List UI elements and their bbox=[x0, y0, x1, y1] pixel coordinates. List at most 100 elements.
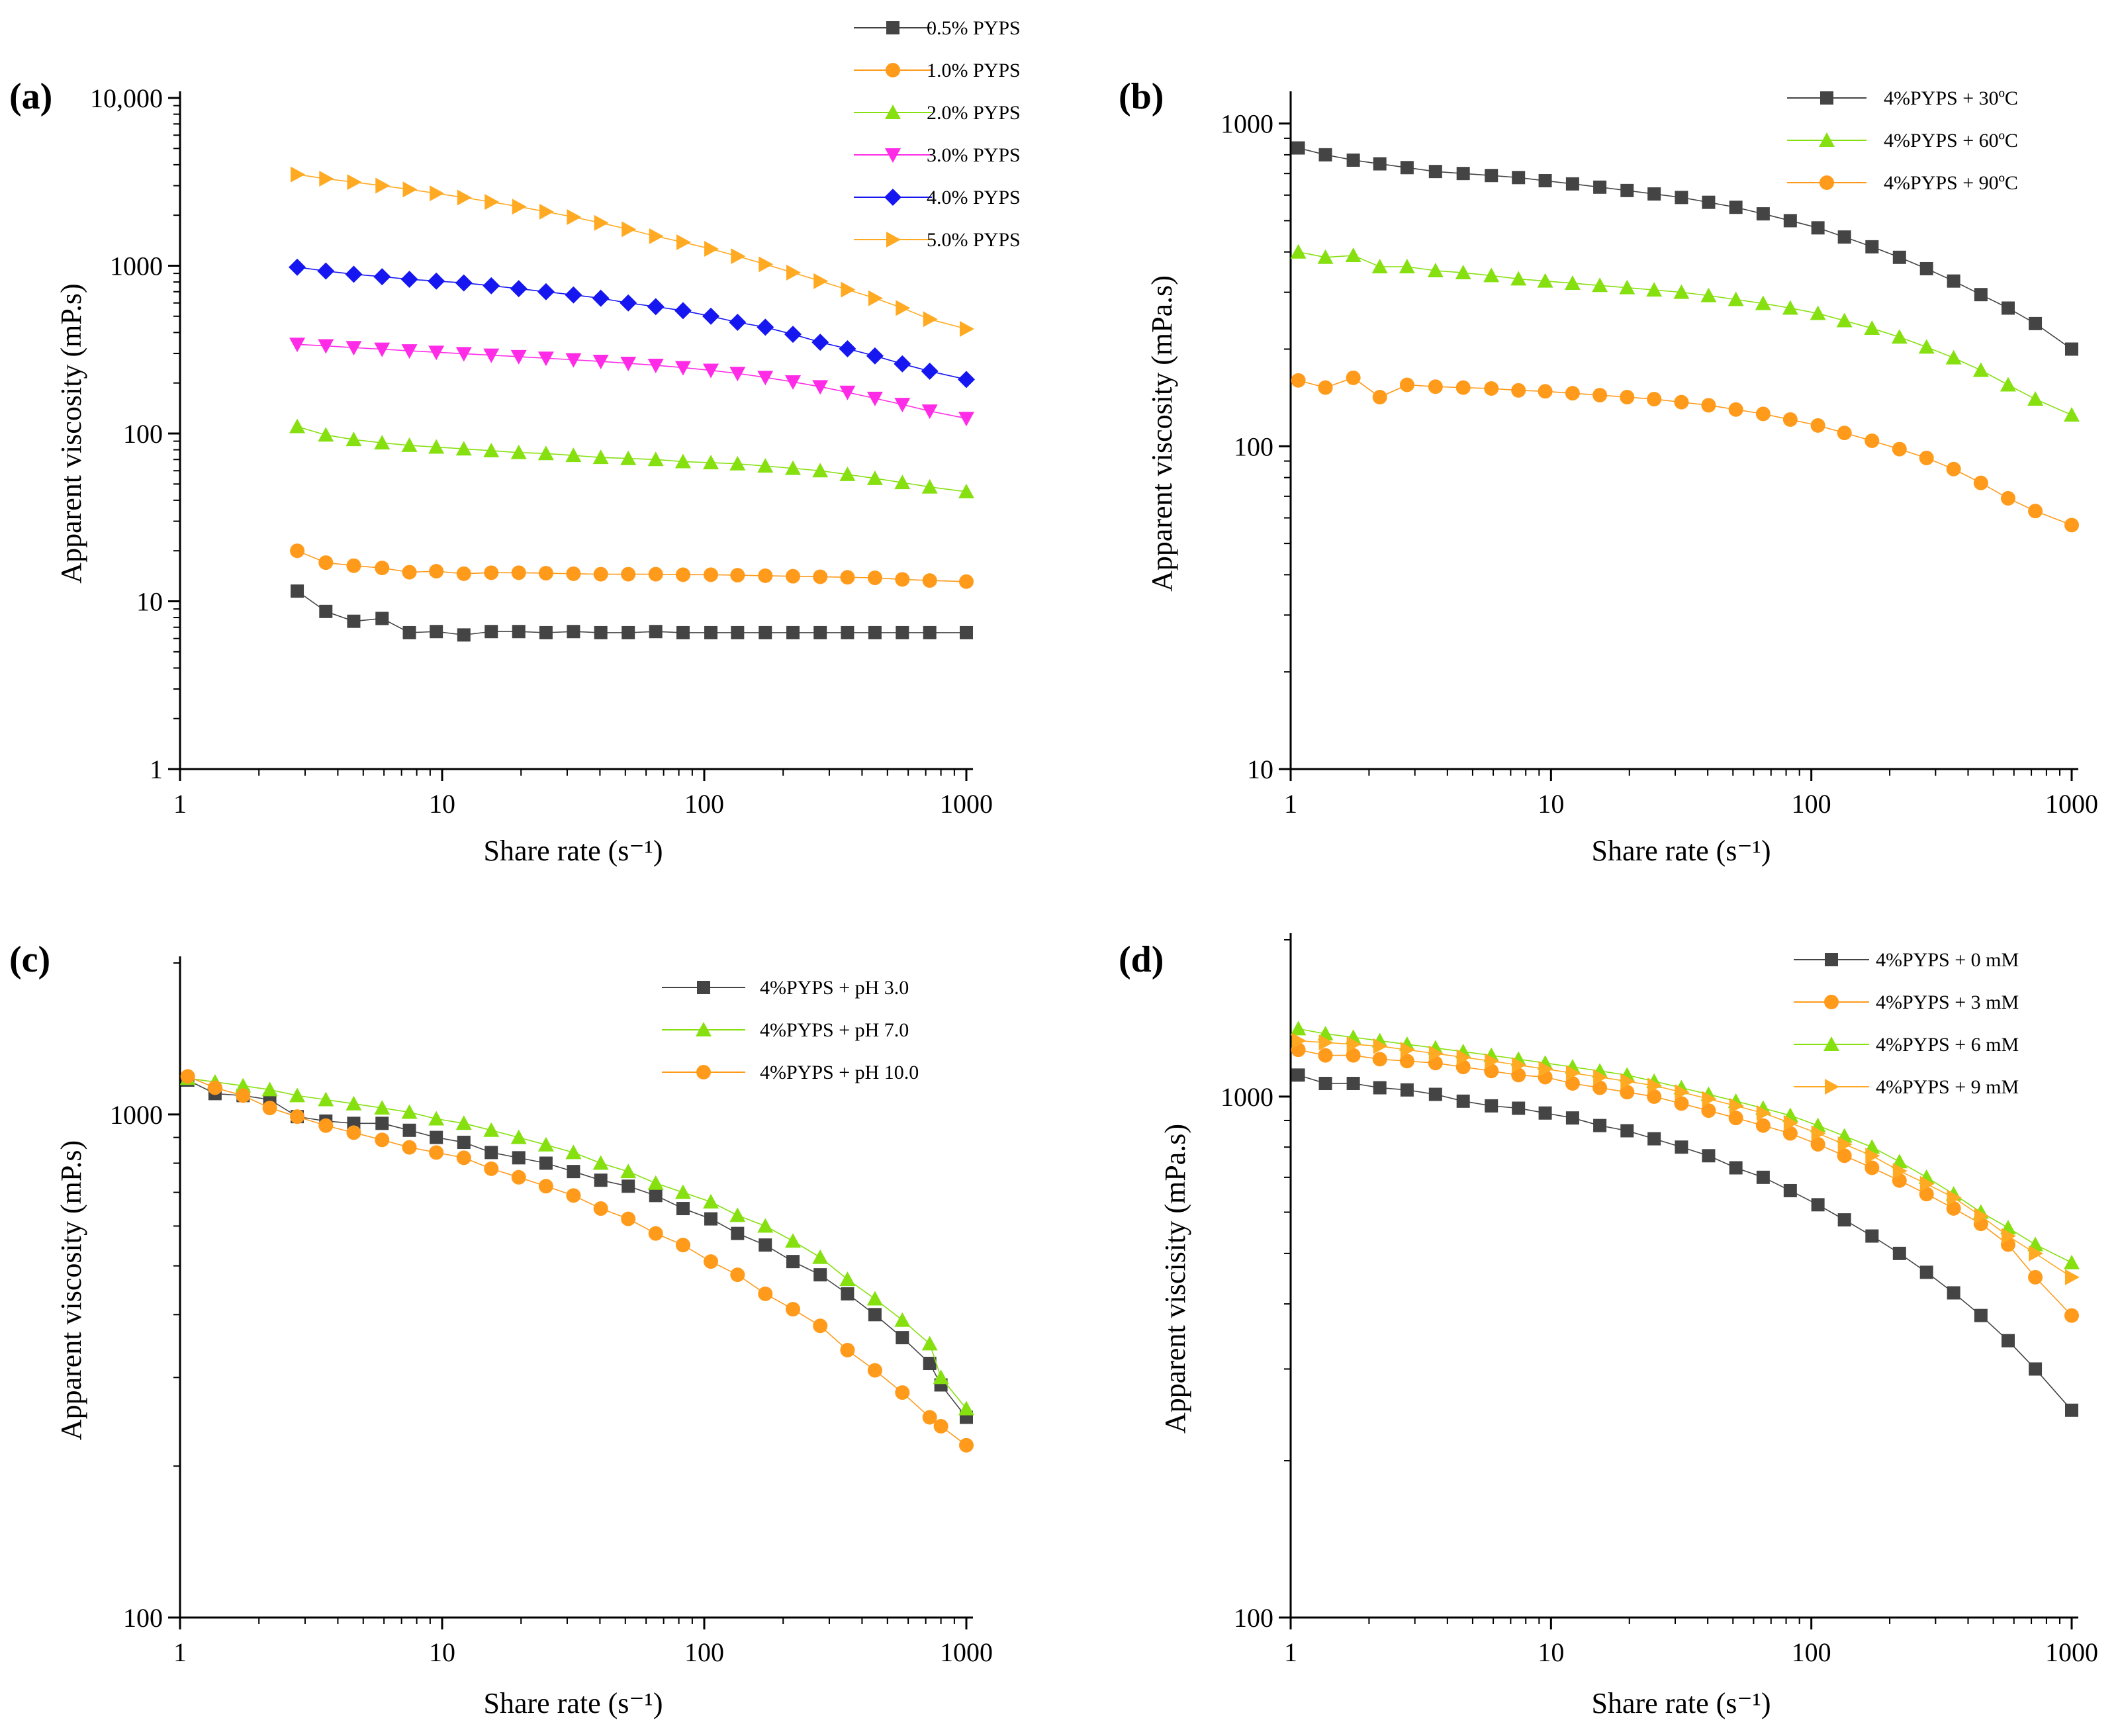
legend-marker bbox=[1825, 1079, 1839, 1095]
x-axis-title: Share rate (s⁻¹) bbox=[484, 1687, 663, 1719]
data-point bbox=[1620, 1124, 1634, 1138]
data-point bbox=[958, 1400, 974, 1416]
y-tick-label: 1000 bbox=[1221, 1082, 1273, 1112]
data-point bbox=[622, 221, 637, 238]
data-point bbox=[1947, 1286, 1960, 1300]
data-point bbox=[896, 300, 911, 316]
data-point bbox=[402, 1123, 416, 1137]
series-0-5-pyps bbox=[291, 584, 973, 642]
data-point bbox=[647, 1175, 664, 1190]
data-point bbox=[1919, 1265, 1933, 1279]
legend-marker bbox=[886, 232, 901, 248]
data-point bbox=[703, 1194, 719, 1209]
data-point bbox=[1892, 250, 1906, 264]
data-point bbox=[1485, 1053, 1500, 1070]
data-point bbox=[374, 1100, 391, 1115]
data-point bbox=[1729, 1097, 1744, 1114]
data-point bbox=[894, 398, 911, 413]
data-point bbox=[758, 568, 773, 583]
data-point bbox=[622, 625, 635, 639]
data-point bbox=[1318, 1048, 1333, 1063]
data-point bbox=[483, 1122, 500, 1137]
legend-marker bbox=[696, 1022, 712, 1036]
data-point bbox=[1455, 265, 1471, 280]
data-point bbox=[620, 1164, 637, 1179]
data-point bbox=[1564, 275, 1581, 290]
data-point bbox=[457, 628, 471, 642]
data-point bbox=[429, 1145, 444, 1160]
series-5-0-pyps bbox=[291, 166, 974, 338]
data-point bbox=[375, 1132, 390, 1148]
data-point bbox=[592, 1155, 609, 1170]
x-tick-label: 1000 bbox=[940, 789, 993, 819]
chart-panel-3: (c) 1 10 100 1000 100 1000 Share rate (s⁻¹) Appa… bbox=[9, 939, 993, 1719]
data-point bbox=[373, 268, 391, 286]
data-point bbox=[1865, 1229, 1879, 1243]
data-point bbox=[457, 189, 472, 206]
data-point bbox=[1973, 475, 1988, 490]
chart-panel-4: (d) 1 10 100 1000 100 1000 Share rate (s⁻¹) Appa… bbox=[1119, 933, 2098, 1719]
data-point bbox=[594, 1173, 608, 1187]
data-point bbox=[676, 1202, 690, 1216]
data-point bbox=[2064, 1254, 2080, 1269]
data-point bbox=[675, 1238, 690, 1253]
legend-label: 3.0% PYPS bbox=[927, 144, 1021, 166]
data-point bbox=[1593, 180, 1607, 194]
data-point bbox=[401, 1104, 418, 1119]
data-point bbox=[959, 1438, 974, 1453]
data-point bbox=[1565, 1065, 1581, 1081]
data-point bbox=[1729, 1161, 1743, 1175]
data-point bbox=[1974, 1208, 1989, 1224]
data-point bbox=[1291, 373, 1306, 388]
data-point bbox=[1947, 1189, 1962, 1206]
y-tick-label: 10,000 bbox=[90, 83, 163, 113]
data-point bbox=[896, 625, 909, 639]
data-point bbox=[1400, 1083, 1414, 1097]
x-tick-label: 1000 bbox=[2045, 789, 2098, 819]
data-point bbox=[428, 345, 445, 361]
data-point bbox=[785, 375, 802, 390]
data-point bbox=[1756, 1105, 1771, 1121]
data-point bbox=[729, 1207, 746, 1222]
data-point bbox=[430, 1130, 443, 1144]
data-point bbox=[1647, 392, 1662, 407]
data-point bbox=[537, 1136, 554, 1152]
data-point bbox=[2065, 1403, 2078, 1417]
data-point bbox=[675, 567, 690, 582]
data-point bbox=[1756, 207, 1770, 221]
data-point bbox=[1755, 1118, 1771, 1133]
data-point bbox=[510, 349, 527, 365]
data-point bbox=[757, 318, 774, 336]
data-point bbox=[1647, 1077, 1663, 1094]
data-point bbox=[1373, 1038, 1388, 1054]
data-point bbox=[840, 570, 855, 585]
legend-marker bbox=[1825, 953, 1838, 966]
x-tick-label: 100 bbox=[1792, 1637, 1831, 1667]
data-point bbox=[537, 351, 554, 367]
data-point bbox=[1456, 1094, 1470, 1108]
series-1-0-pyps bbox=[290, 543, 974, 589]
y-axis-title: Apparent viscosity (mPa.s) bbox=[1146, 275, 1178, 592]
x-tick-label: 10 bbox=[429, 789, 455, 819]
data-point bbox=[812, 1249, 829, 1264]
data-point bbox=[1919, 1187, 1934, 1202]
y-axis-title: Apparent viscosity (mP.s) bbox=[55, 1140, 87, 1440]
data-point bbox=[1891, 329, 1908, 344]
data-point bbox=[347, 174, 362, 191]
data-point bbox=[2029, 316, 2043, 330]
data-point bbox=[867, 571, 882, 586]
data-point bbox=[483, 348, 500, 363]
data-point bbox=[958, 371, 975, 388]
data-point bbox=[345, 265, 363, 283]
data-point bbox=[593, 1201, 608, 1216]
data-point bbox=[374, 435, 391, 450]
data-point bbox=[1510, 271, 1527, 286]
data-point bbox=[1372, 390, 1387, 405]
data-point bbox=[511, 565, 526, 580]
data-point bbox=[1918, 339, 1935, 354]
panel-label: (d) bbox=[1119, 939, 1164, 980]
series-line bbox=[187, 1075, 967, 1446]
data-point bbox=[510, 280, 528, 298]
data-point bbox=[894, 355, 911, 373]
series-4-0-pyps bbox=[289, 258, 975, 388]
